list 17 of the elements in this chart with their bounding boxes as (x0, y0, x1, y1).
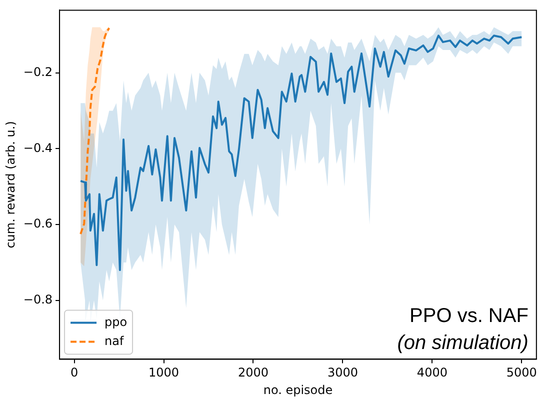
annotation: PPO vs. NAF (410, 305, 528, 328)
x-tick-label: 5000 (506, 366, 537, 380)
y-tick-label: −0.6 (23, 216, 53, 231)
legend-label: ppo (104, 314, 128, 329)
x-tick-label: 1000 (148, 366, 180, 380)
x-tick-label: 4000 (416, 366, 448, 380)
y-tick-label: −0.2 (23, 64, 53, 79)
x-tick-label: 2000 (238, 366, 269, 380)
y-axis-title: cum. reward (arb. u.) (3, 121, 18, 248)
annotation: (on simulation) (397, 332, 528, 354)
x-tick-label: 3000 (327, 366, 358, 380)
y-tick-label: −0.8 (23, 292, 53, 307)
legend-label: naf (104, 334, 124, 348)
line-series (80, 27, 110, 236)
x-tick-label: 0 (70, 366, 78, 380)
y-tick-label: −0.4 (23, 140, 53, 155)
x-axis-title: no. episode (263, 382, 333, 397)
